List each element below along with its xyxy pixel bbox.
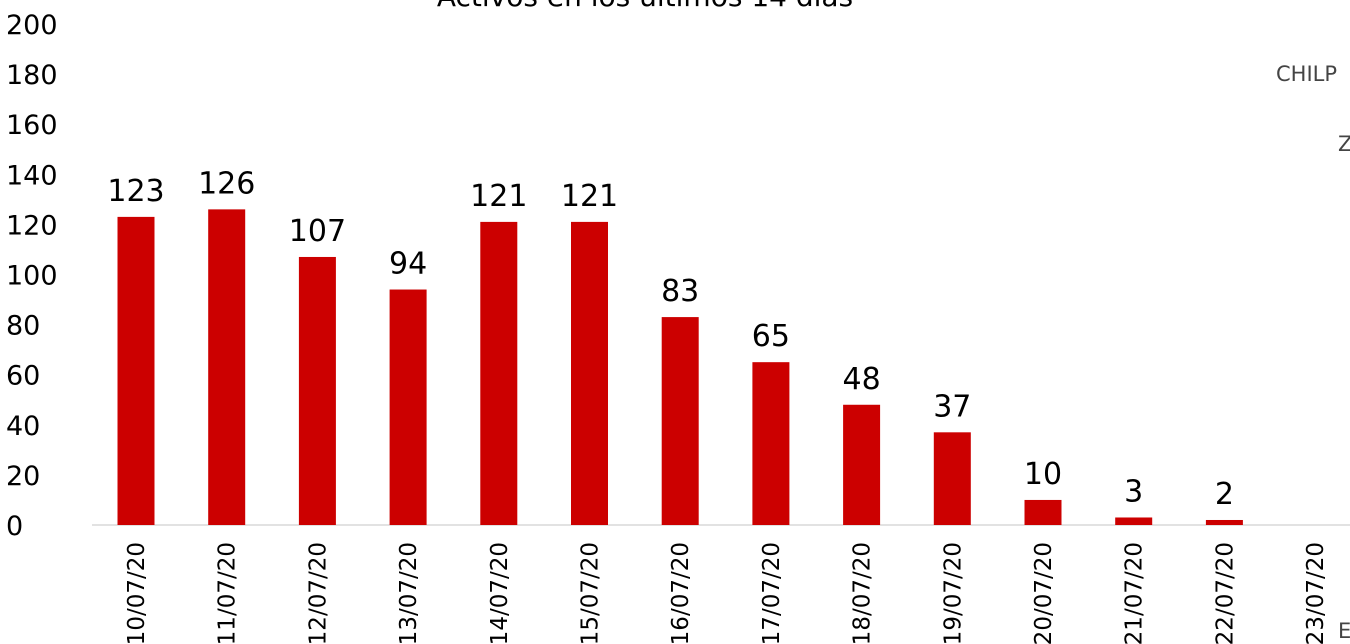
data-label: 121 <box>561 179 618 214</box>
x-tick-label: 22/07/20 <box>1212 542 1238 644</box>
x-tick-label: 14/07/20 <box>487 542 513 644</box>
side-label-chilp: CHILP <box>1276 62 1337 86</box>
bar <box>1024 499 1062 525</box>
x-tick-label: 10/07/20 <box>124 542 150 644</box>
chart-title: Activos en los últimos 14 días <box>437 0 853 13</box>
bar-series <box>117 209 1243 525</box>
y-tick-label: 20 <box>6 461 40 492</box>
bar <box>571 221 608 525</box>
x-tick-label: 11/07/20 <box>215 542 241 644</box>
bar <box>843 404 881 525</box>
data-label: 121 <box>470 179 527 214</box>
bar <box>752 362 790 525</box>
bar <box>389 289 427 525</box>
x-tick-label: 20/07/20 <box>1031 542 1057 644</box>
bar <box>208 209 246 525</box>
data-labels: 123 126 107 94 121 121 83 65 48 37 10 3 2 <box>107 166 1234 512</box>
data-label: 10 <box>1024 457 1062 492</box>
x-axis: 10/07/20 11/07/20 12/07/20 13/07/20 14/07/20… <box>124 542 1329 644</box>
y-tick-label: 80 <box>6 311 40 342</box>
x-tick-label: 12/07/20 <box>305 542 331 644</box>
data-label: 126 <box>198 166 255 201</box>
data-label: 123 <box>107 174 164 209</box>
bar <box>298 256 336 525</box>
y-tick-label: 100 <box>6 261 58 292</box>
bar <box>117 216 155 525</box>
y-tick-label: 40 <box>6 411 40 442</box>
x-tick-label: 16/07/20 <box>668 542 694 644</box>
data-label: 107 <box>289 214 346 249</box>
x-tick-label: 17/07/20 <box>759 542 785 644</box>
data-label: 83 <box>661 274 699 309</box>
side-label-z: Z <box>1338 132 1350 156</box>
data-label: 3 <box>1124 474 1143 509</box>
data-label: 65 <box>752 319 790 354</box>
side-label-e: E <box>1338 619 1350 643</box>
x-tick-label: 21/07/20 <box>1122 542 1148 644</box>
bar <box>661 317 699 525</box>
x-tick-label: 15/07/20 <box>578 542 604 644</box>
bar <box>933 432 971 525</box>
x-tick-label: 23/07/20 <box>1303 542 1329 644</box>
y-tick-label: 120 <box>6 210 58 241</box>
data-label: 2 <box>1215 477 1234 512</box>
x-tick-label: 18/07/20 <box>850 542 876 644</box>
x-tick-label: 13/07/20 <box>396 542 422 644</box>
bar <box>1205 519 1243 525</box>
x-tick-label: 19/07/20 <box>940 542 966 644</box>
y-tick-label: 200 <box>6 10 58 41</box>
data-label: 48 <box>843 362 881 397</box>
y-tick-label: 140 <box>6 160 58 191</box>
y-tick-label: 60 <box>6 361 40 392</box>
bar <box>1115 517 1153 525</box>
y-axis: 0 20 40 60 80 100 120 140 160 180 200 <box>6 10 58 542</box>
data-label: 94 <box>389 247 427 282</box>
data-label: 37 <box>933 389 971 424</box>
y-tick-label: 180 <box>6 60 58 91</box>
y-tick-label: 0 <box>6 511 23 542</box>
y-tick-label: 160 <box>6 110 58 141</box>
bar <box>480 221 518 525</box>
